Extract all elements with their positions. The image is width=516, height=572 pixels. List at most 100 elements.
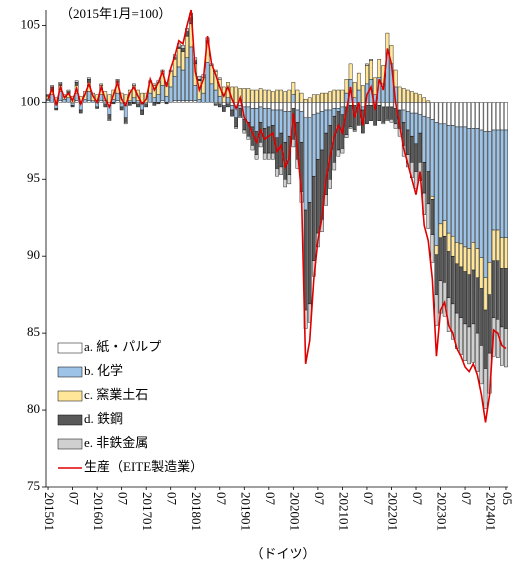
bar-segment (279, 166, 283, 175)
bar-segment (426, 100, 431, 103)
bar-segment (463, 246, 467, 272)
legend-swatch (57, 390, 83, 402)
bar-segment (262, 108, 267, 129)
bar-segment (500, 102, 504, 131)
bar-segment (483, 368, 488, 409)
bar-segment (127, 102, 132, 106)
bar-segment (242, 88, 247, 103)
bar-segment (479, 102, 484, 131)
bar-segment (459, 243, 463, 268)
bar-segment (299, 92, 304, 103)
bar-segment (463, 102, 467, 128)
bar-segment (99, 100, 104, 103)
bar-segment (160, 85, 165, 101)
bar-segment (450, 125, 455, 237)
bar-segment (46, 100, 50, 103)
bar-segment (463, 271, 467, 325)
bar-segment (414, 102, 418, 114)
bar-segment (381, 106, 386, 123)
bar-segment (177, 66, 181, 101)
bar-segment (70, 103, 75, 106)
bar-segment (426, 117, 431, 172)
bar-segment (340, 148, 345, 154)
bar-segment (262, 152, 267, 160)
x-tick-label: 201801 (189, 492, 204, 531)
bar-segment (361, 85, 365, 103)
bar-segment (504, 129, 508, 238)
bar-segment (340, 102, 345, 108)
bar-segment (479, 345, 484, 385)
bar-segment (324, 92, 328, 103)
bar-segment (291, 102, 296, 109)
bar-segment (213, 102, 218, 105)
bar-segment (103, 103, 108, 108)
bar-segment (66, 97, 71, 103)
bar-segment (99, 94, 104, 101)
bar-segment (422, 115, 427, 163)
bar-segment (181, 51, 185, 71)
bar-segment (295, 102, 300, 111)
bar-segment (438, 223, 443, 238)
bar-segment (177, 48, 181, 68)
bar-segment (495, 229, 500, 262)
bar-segment (450, 235, 455, 257)
bar-segment (295, 89, 300, 103)
bar-segment (242, 102, 247, 108)
bar-segment (78, 109, 83, 114)
bar-segment (328, 91, 332, 103)
bar-segment (234, 86, 238, 103)
legend-label: a. 紙・パルプ (84, 339, 161, 354)
x-tick-label: 07 (361, 492, 376, 506)
x-tick-label: 07 (459, 492, 474, 506)
bar-segment (266, 152, 271, 160)
bar-segment (185, 35, 189, 58)
bar-segment (422, 102, 427, 117)
bar-segment (324, 102, 328, 111)
bar-segment (271, 109, 275, 126)
bar-segment (234, 126, 238, 129)
bar-segment (95, 106, 99, 109)
bar-segment (475, 102, 480, 129)
bar-segment (410, 112, 414, 137)
bar-segment (479, 288, 484, 346)
bar-segment (332, 102, 337, 109)
bar-segment (238, 108, 243, 117)
bar-segment (467, 274, 471, 328)
bar-segment (450, 255, 455, 305)
legend-label: 生産（EITE製造業） (84, 459, 203, 474)
x-tick-label: 07 (116, 492, 131, 506)
bar-segment (430, 234, 435, 263)
bar-segment (401, 109, 406, 123)
bar-segment (115, 100, 120, 103)
bar-segment (397, 86, 402, 103)
bar-segment (307, 117, 312, 203)
bar-segment (434, 254, 439, 295)
bar-segment (491, 260, 496, 318)
bar-segment (238, 88, 243, 103)
bar-segment (242, 129, 247, 134)
bar-segment (152, 102, 157, 106)
bar-segment (262, 128, 267, 154)
bar-segment (177, 100, 181, 103)
bar-segment (230, 109, 234, 117)
bar-segment (299, 111, 304, 143)
bar-segment (316, 94, 320, 103)
bar-segment (332, 162, 337, 171)
bar-segment (311, 102, 316, 115)
bar-segment (275, 168, 279, 177)
bar-segment (132, 83, 136, 86)
y-tick-label: 105 (21, 16, 41, 31)
bar-segment (238, 115, 243, 118)
bar-segment (459, 317, 463, 355)
bar-segment (487, 131, 492, 263)
bar-segment (62, 99, 67, 103)
bar-segment (483, 131, 488, 278)
bar-segment (230, 105, 234, 111)
y-tick-label: 95 (27, 170, 40, 185)
x-tick-label: 201501 (42, 492, 57, 531)
bar-segment (311, 114, 316, 177)
bar-segment (422, 97, 427, 103)
bar-segment (87, 77, 91, 80)
bar-segment (83, 99, 87, 103)
bar-segment (356, 72, 361, 91)
